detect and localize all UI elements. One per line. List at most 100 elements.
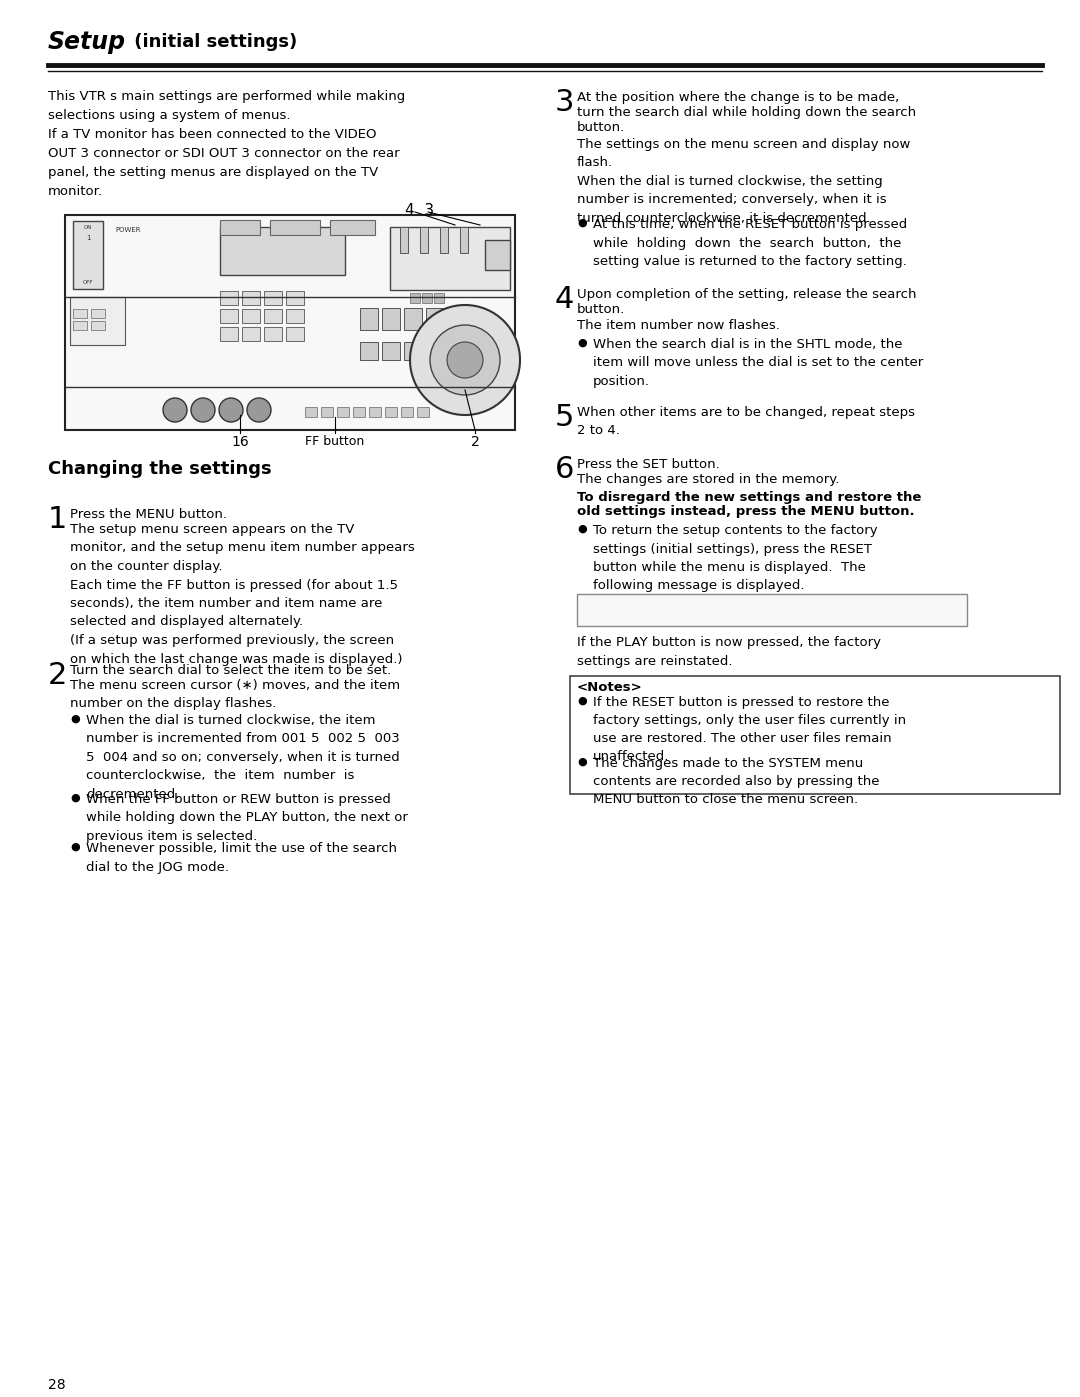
- Bar: [242, 309, 260, 323]
- Bar: [321, 407, 333, 416]
- Bar: [360, 342, 378, 360]
- Bar: [286, 327, 303, 341]
- Text: When the dial is turned clockwise, the item
number is incremented from 001 5  00: When the dial is turned clockwise, the i…: [86, 714, 400, 800]
- Text: The changes made to the SYSTEM menu
contents are recorded also by pressing the
M: The changes made to the SYSTEM menu cont…: [593, 757, 879, 806]
- Bar: [382, 342, 400, 360]
- Bar: [382, 307, 400, 330]
- Text: This VTR s main settings are performed while making
selections using a system of: This VTR s main settings are performed w…: [48, 89, 405, 198]
- Bar: [337, 407, 349, 416]
- Bar: [70, 298, 125, 345]
- Text: Whenever possible, limit the use of the search
dial to the JOG mode.: Whenever possible, limit the use of the …: [86, 842, 397, 873]
- Bar: [242, 291, 260, 305]
- Text: To disregard the new settings and restore the: To disregard the new settings and restor…: [577, 490, 921, 504]
- Bar: [369, 407, 381, 416]
- Text: The changes are stored in the memory.: The changes are stored in the memory.: [577, 474, 839, 486]
- Text: <Notes>: <Notes>: [577, 680, 643, 694]
- Bar: [460, 226, 468, 253]
- Text: Changing the settings: Changing the settings: [48, 460, 272, 478]
- Bar: [434, 293, 444, 303]
- Text: ●: ●: [577, 696, 586, 705]
- Bar: [305, 407, 318, 416]
- Text: Upon completion of the setting, release the search: Upon completion of the setting, release …: [577, 288, 917, 300]
- Bar: [384, 407, 397, 416]
- Text: ●: ●: [70, 714, 80, 724]
- Text: POWER: POWER: [114, 226, 140, 233]
- Text: (initial settings): (initial settings): [129, 34, 297, 52]
- Text: button.: button.: [577, 303, 625, 316]
- Bar: [220, 226, 345, 275]
- Text: ●: ●: [70, 842, 80, 852]
- Bar: [410, 293, 420, 303]
- Bar: [264, 291, 282, 305]
- Bar: [330, 219, 375, 235]
- Text: 6: 6: [555, 455, 575, 483]
- Text: 16: 16: [231, 434, 248, 448]
- Text: When the search dial is in the SHTL mode, the
item will move unless the dial is : When the search dial is in the SHTL mode…: [593, 338, 923, 388]
- Text: old settings instead, press the MENU button.: old settings instead, press the MENU but…: [577, 504, 915, 518]
- Text: The menu screen cursor (∗) moves, and the item
number on the display flashes.: The menu screen cursor (∗) moves, and th…: [70, 679, 400, 711]
- Text: 3: 3: [555, 88, 575, 117]
- Circle shape: [191, 398, 215, 422]
- Bar: [440, 226, 448, 253]
- Text: At the position where the change is to be made,: At the position where the change is to b…: [577, 91, 900, 103]
- Bar: [485, 240, 510, 270]
- Bar: [73, 221, 103, 289]
- Bar: [286, 291, 303, 305]
- Text: The item number now flashes.: The item number now flashes.: [577, 319, 780, 332]
- Text: button.: button.: [577, 122, 625, 134]
- Bar: [360, 307, 378, 330]
- Bar: [426, 307, 444, 330]
- Text: OFF: OFF: [83, 279, 93, 285]
- Text: 2: 2: [48, 661, 67, 690]
- Text: To return the setup contents to the factory
settings (initial settings), press t: To return the setup contents to the fact…: [593, 524, 878, 592]
- Text: 1: 1: [48, 504, 67, 534]
- Text: 1: 1: [85, 235, 91, 242]
- Text: 2: 2: [471, 434, 480, 448]
- Text: 5: 5: [555, 402, 575, 432]
- Text: 4  3: 4 3: [405, 203, 434, 218]
- Text: 28: 28: [48, 1377, 66, 1391]
- Bar: [404, 307, 422, 330]
- Text: ●: ●: [577, 524, 586, 534]
- Bar: [65, 215, 515, 430]
- Text: 4: 4: [555, 285, 575, 314]
- Text: ●: ●: [70, 793, 80, 803]
- Bar: [264, 327, 282, 341]
- Bar: [73, 321, 87, 330]
- Bar: [404, 342, 422, 360]
- Text: When other items are to be changed, repeat steps
2 to 4.: When other items are to be changed, repe…: [577, 407, 915, 437]
- Text: ●: ●: [577, 757, 586, 767]
- Bar: [270, 219, 320, 235]
- Bar: [220, 327, 238, 341]
- Bar: [570, 676, 1059, 793]
- Text: If the PLAY button is now pressed, the factory
settings are reinstated.: If the PLAY button is now pressed, the f…: [577, 636, 881, 668]
- Text: At this time, when the RESET button is pressed
while  holding  down  the  search: At this time, when the RESET button is p…: [593, 218, 907, 268]
- Bar: [422, 293, 432, 303]
- Text: FF button: FF button: [306, 434, 365, 448]
- Bar: [220, 291, 238, 305]
- Text: ●: ●: [577, 218, 586, 228]
- Bar: [417, 407, 429, 416]
- Text: Press the MENU button.: Press the MENU button.: [70, 509, 227, 521]
- Text: Turn the search dial to select the item to be set.: Turn the search dial to select the item …: [70, 664, 391, 678]
- Bar: [390, 226, 510, 291]
- Circle shape: [247, 398, 271, 422]
- Bar: [242, 327, 260, 341]
- Bar: [401, 407, 413, 416]
- Text: ●: ●: [577, 338, 586, 348]
- Bar: [400, 226, 408, 253]
- Text: turn the search dial while holding down the search: turn the search dial while holding down …: [577, 106, 916, 119]
- Circle shape: [410, 305, 519, 415]
- Circle shape: [219, 398, 243, 422]
- Bar: [577, 594, 967, 626]
- Bar: [264, 309, 282, 323]
- Bar: [220, 219, 260, 235]
- Text: Press the SET button.: Press the SET button.: [577, 458, 719, 471]
- Bar: [353, 407, 365, 416]
- Text: The setup menu screen appears on the TV
monitor, and the setup menu item number : The setup menu screen appears on the TV …: [70, 522, 415, 665]
- Text: ON: ON: [84, 225, 92, 231]
- Bar: [91, 309, 105, 319]
- Text: The settings on the menu screen and display now
flash.
When the dial is turned c: The settings on the menu screen and disp…: [577, 138, 910, 225]
- Bar: [73, 309, 87, 319]
- Text: If the RESET button is pressed to restore the
factory settings, only the user fi: If the RESET button is pressed to restor…: [593, 696, 906, 763]
